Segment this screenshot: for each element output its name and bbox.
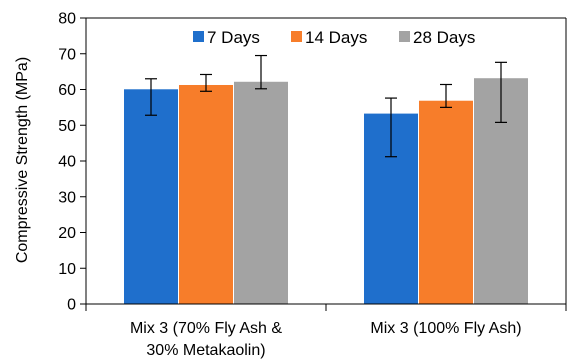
y-axis-ticks: 0 10 20 30 40 50 60 70 80: [58, 11, 86, 314]
bar-14-days-cat2: [418, 99, 474, 305]
legend-item-14-days: 14 Days: [291, 28, 367, 47]
error-bar: [200, 73, 212, 92]
error-bar: [145, 78, 157, 116]
error-bar: [495, 61, 507, 123]
y-tick-label: 10: [58, 261, 76, 278]
legend-item-7-days: 7 Days: [193, 28, 260, 47]
bar-14-days-cat1: [178, 83, 234, 305]
legend-item-28-days: 28 Days: [399, 28, 475, 47]
error-bar: [385, 97, 397, 158]
bars: [123, 77, 529, 305]
y-tick-label: 40: [58, 154, 76, 171]
y-tick-label: 60: [58, 82, 76, 99]
y-tick-label: 30: [58, 189, 76, 206]
legend-label: 28 Days: [413, 28, 475, 47]
error-bar: [440, 83, 452, 108]
y-tick-label: 80: [58, 11, 76, 28]
bar-28-days-cat1: [233, 80, 289, 305]
legend-label: 7 Days: [207, 28, 260, 47]
legend-swatch: [399, 31, 410, 42]
y-tick-label: 70: [58, 46, 76, 63]
y-tick-label: 20: [58, 225, 76, 242]
bar-7-days-cat1: [123, 88, 179, 305]
y-axis-label: Compressive Strength (MPa): [14, 57, 31, 263]
y-tick-label: 0: [67, 297, 76, 314]
legend-label: 14 Days: [305, 28, 367, 47]
x-category-label: Mix 3 (70% Fly Ash & 30% Metakaolin): [130, 320, 282, 359]
x-category-label: Mix 3 (100% Fly Ash): [370, 320, 521, 337]
x-axis-category-labels: Mix 3 (70% Fly Ash & 30% Metakaolin) Mix 3…: [130, 320, 522, 359]
legend: 7 Days 14 Days 28 Days: [193, 28, 475, 47]
error-bar: [255, 54, 267, 90]
y-tick-label: 50: [58, 118, 76, 135]
legend-swatch: [291, 31, 302, 42]
error-bars: [145, 54, 507, 158]
legend-swatch: [193, 31, 204, 42]
axes: [85, 17, 567, 311]
